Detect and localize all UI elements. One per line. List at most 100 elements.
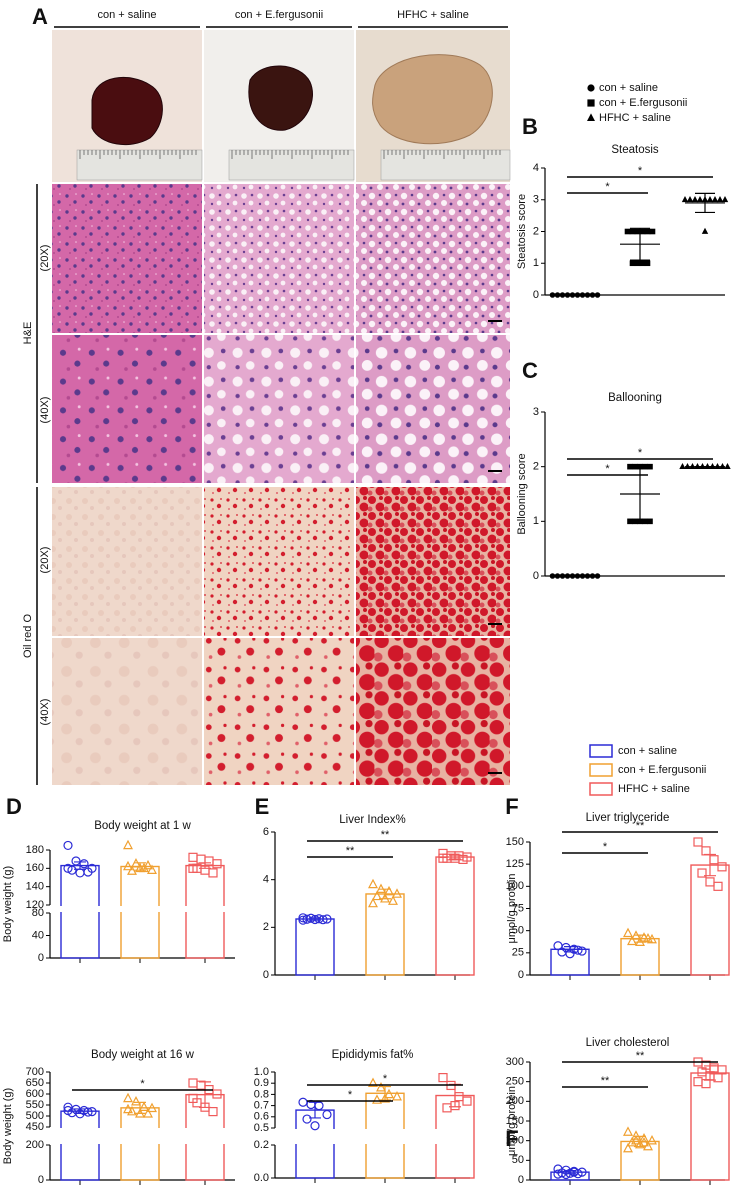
micrograph <box>204 335 354 483</box>
marker <box>310 1121 320 1131</box>
marker <box>123 860 133 871</box>
y-tick-label: 0.2 <box>254 1139 269 1151</box>
marker <box>647 1134 657 1145</box>
chart-title: Liver triglyceride <box>586 812 670 824</box>
marker <box>709 1063 719 1073</box>
marker <box>83 1107 93 1117</box>
marker <box>83 867 93 877</box>
marker <box>559 573 566 579</box>
significance-label: ** <box>346 845 355 857</box>
chart-title: Epididymis fat% <box>332 1049 414 1061</box>
marker <box>637 463 643 470</box>
marker <box>632 518 638 525</box>
panel-label: B <box>522 114 538 139</box>
micrograph <box>52 335 202 483</box>
y-tick-label: 0 <box>518 969 524 981</box>
y-tick-label: 120 <box>26 899 44 911</box>
marker <box>706 196 714 203</box>
marker <box>705 877 715 887</box>
marker <box>372 1094 382 1104</box>
marker <box>450 1100 460 1111</box>
marker <box>188 1093 198 1104</box>
marker <box>188 863 198 873</box>
y-tick-label: 250 <box>506 1076 524 1088</box>
y-tick-label: 160 <box>26 862 44 874</box>
marker <box>719 462 726 470</box>
marker <box>627 935 637 946</box>
marker <box>384 1088 394 1099</box>
marker <box>380 1093 390 1103</box>
marker <box>322 1109 332 1120</box>
marker <box>143 1108 153 1118</box>
marker <box>691 196 699 203</box>
marker <box>627 518 633 525</box>
y-tick-label: 700 <box>26 1066 44 1078</box>
marker <box>376 1081 386 1092</box>
marker <box>87 1106 97 1117</box>
micrograph <box>52 638 202 785</box>
marker <box>63 863 73 873</box>
marker <box>644 228 651 235</box>
marker <box>701 227 709 234</box>
marker <box>318 915 328 925</box>
marker <box>639 1133 649 1143</box>
marker <box>634 260 641 267</box>
marker <box>624 228 631 235</box>
marker <box>679 462 686 470</box>
marker <box>135 1108 145 1118</box>
y-tick-label: 550 <box>26 1099 44 1111</box>
bar <box>295 1109 335 1179</box>
marker <box>589 573 596 579</box>
marker <box>713 881 723 891</box>
marker <box>684 462 691 470</box>
significance-label: * <box>140 1078 145 1090</box>
group-header: con + saline <box>97 9 156 21</box>
marker <box>584 573 591 579</box>
marker <box>632 463 638 470</box>
y-tick-label: 125 <box>506 858 524 870</box>
marker <box>711 196 719 203</box>
marker <box>649 228 656 235</box>
marker <box>188 852 198 862</box>
y-tick-label: 0.5 <box>254 1122 269 1134</box>
marker <box>704 462 711 470</box>
marker <box>714 462 721 470</box>
marker <box>79 859 89 869</box>
y-tick-label: 3 <box>533 194 539 206</box>
y-tick-label: 150 <box>506 1115 524 1127</box>
y-tick-label: 140 <box>26 881 44 893</box>
marker <box>204 856 214 866</box>
micrograph <box>356 184 510 333</box>
marker <box>627 463 633 470</box>
marker <box>462 1096 472 1106</box>
marker <box>642 463 648 470</box>
micrograph <box>52 487 202 636</box>
marker <box>143 859 153 870</box>
marker <box>716 196 724 203</box>
marker <box>573 1169 583 1179</box>
marker <box>147 864 157 874</box>
marker <box>681 196 689 203</box>
marker <box>123 1103 133 1114</box>
magnification: (40X) <box>39 699 51 726</box>
marker <box>549 573 556 579</box>
axis-break <box>51 906 236 912</box>
chart-title: Ballooning <box>608 392 662 404</box>
y-axis-label: Body weight (g) <box>2 866 14 942</box>
y-tick-label: 0 <box>518 1174 524 1186</box>
marker <box>442 1103 452 1113</box>
y-tick-label: 6 <box>263 826 269 838</box>
y-axis-label: Body weight (g) <box>2 1088 14 1164</box>
significance-label: * <box>348 1089 353 1101</box>
y-tick-label: 2 <box>533 225 539 237</box>
legend-text: con + E.fergusonii <box>618 764 706 776</box>
marker <box>123 1092 133 1103</box>
marker <box>188 1078 198 1088</box>
marker <box>569 573 576 579</box>
marker <box>709 855 719 865</box>
marker <box>573 945 583 955</box>
marker <box>565 949 575 959</box>
significance-label: * <box>605 463 610 475</box>
y-tick-label: 0 <box>263 969 269 981</box>
